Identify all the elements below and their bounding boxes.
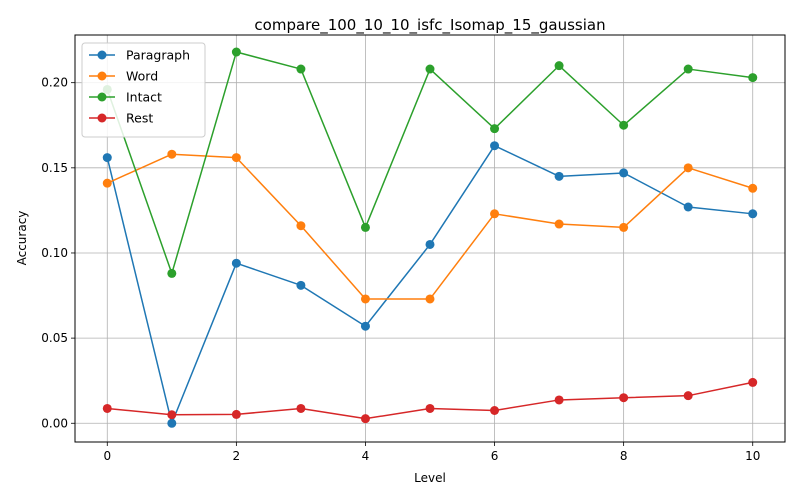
y-tick-label: 0.05 [41,331,68,345]
data-point-paragraph [360,321,370,331]
legend-marker-paragraph [97,50,107,60]
data-point-intact [490,124,500,134]
data-point-rest [296,403,306,413]
x-tick-label: 8 [620,449,628,463]
data-point-word [231,153,241,163]
series-rest [102,377,758,424]
y-axis: 0.00 0.05 0.10 0.15 0.20 [41,76,75,430]
data-point-word [683,163,693,173]
data-point-rest [231,409,241,419]
x-tick-label: 2 [233,449,241,463]
data-point-intact [360,222,370,232]
legend-label-rest: Rest [126,111,153,126]
chart-title: compare_100_10_10_isfc_Isomap_15_gaussia… [254,16,605,35]
y-tick-label: 0.20 [41,76,68,90]
data-point-intact [619,120,629,130]
data-point-paragraph [231,258,241,268]
legend-item-rest: Rest [89,111,153,126]
data-point-intact [554,61,564,71]
data-point-paragraph [619,168,629,178]
data-point-word [360,294,370,304]
data-point-paragraph [296,280,306,290]
x-axis: 0 2 4 6 8 10 [103,442,760,463]
legend-box [81,42,206,138]
x-tick-label: 0 [103,449,111,463]
data-point-word [748,183,758,193]
data-point-rest [748,377,758,387]
x-tick-label: 6 [491,449,499,463]
data-point-word [425,294,435,304]
legend-item-intact: Intact [89,90,162,105]
legend-label-word: Word [126,69,158,84]
data-point-intact [296,64,306,74]
series-intact [102,47,758,278]
data-point-intact [425,64,435,74]
data-point-intact [683,64,693,74]
legend-marker-word [97,71,107,81]
legend-marker-rest [97,113,107,123]
data-point-rest [425,403,435,413]
data-point-rest [360,414,370,424]
data-point-word [102,178,112,188]
data-point-rest [490,405,500,415]
y-tick-label: 0.10 [41,246,68,260]
data-point-rest [102,403,112,413]
data-point-rest [683,391,693,401]
legend-label-intact: Intact [126,90,162,105]
data-point-rest [167,410,177,420]
data-point-paragraph [167,418,177,428]
data-point-paragraph [748,209,758,219]
data-point-paragraph [425,239,435,249]
series-word [102,149,758,304]
data-point-paragraph [554,171,564,181]
data-point-paragraph [490,141,500,151]
y-tick-label: 0.00 [41,416,68,430]
data-point-word [490,209,500,219]
legend-marker-intact [97,92,107,102]
legend-item-word: Word [89,69,158,84]
legend-label-paragraph: Paragraph [126,48,190,63]
y-axis-label: Accuracy [15,211,29,266]
data-point-word [619,222,629,232]
data-point-word [554,219,564,229]
x-tick-label: 4 [362,449,370,463]
legend: Paragraph Word Intact Rest [81,42,206,138]
data-point-paragraph [102,153,112,163]
data-point-intact [167,268,177,278]
data-point-paragraph [683,202,693,212]
data-point-word [167,149,177,159]
data-point-rest [619,393,629,403]
x-tick-label: 10 [745,449,760,463]
x-axis-label: Level [414,471,446,485]
data-point-intact [231,47,241,57]
plot-frame [74,34,786,443]
series-layer [102,47,758,428]
legend-item-paragraph: Paragraph [89,48,190,63]
data-point-rest [554,395,564,405]
data-point-intact [748,73,758,83]
grid-lines [75,35,785,442]
y-tick-label: 0.15 [41,161,68,175]
data-point-word [296,221,306,231]
series-paragraph [102,141,758,428]
